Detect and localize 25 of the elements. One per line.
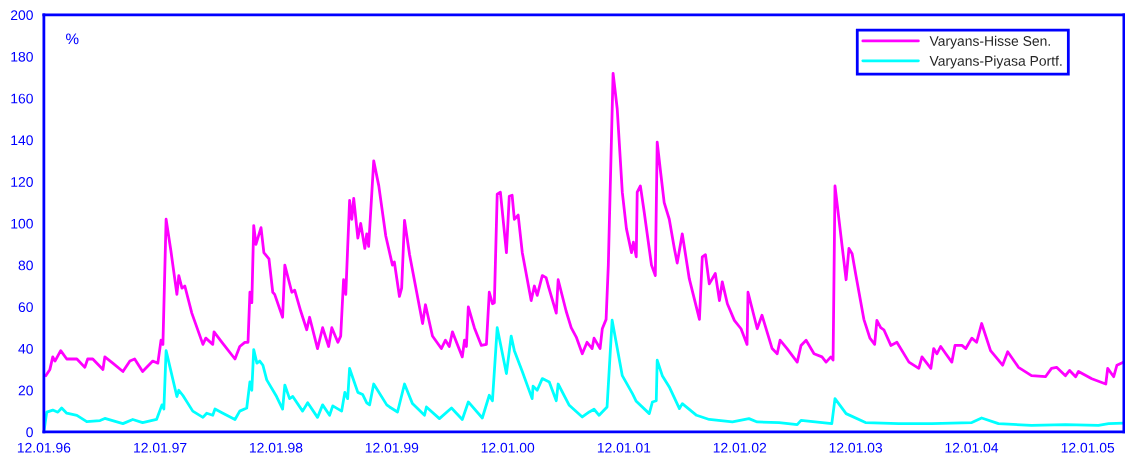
y-tick-label: 40	[18, 343, 33, 354]
y-tick-label: 200	[10, 10, 33, 21]
line-series	[44, 71, 1124, 386]
y-tick-label: 120	[11, 177, 33, 187]
y-tick-label: 0	[26, 427, 33, 438]
x-tick-label: 12.01.01	[597, 442, 651, 453]
y-tick-label: 180	[11, 51, 33, 62]
x-tick-label: 12.01.00	[481, 442, 535, 453]
y-axis-title: %	[66, 33, 79, 45]
y-tick-label: 80	[18, 260, 33, 271]
y-tick-label: 60	[18, 302, 33, 313]
x-tick-label: 12.01.04	[945, 442, 999, 453]
y-tick-label: 140	[11, 135, 33, 146]
x-tick-label: 12.01.03	[829, 442, 883, 453]
y-tick-label: 20	[18, 385, 33, 396]
legend-label: Varyans-Piyasa Portf.	[929, 55, 1062, 69]
x-tick-label: 12.01.96	[17, 442, 71, 453]
x-tick-label: 12.01.98	[249, 442, 303, 453]
x-tick-label: 12.01.99	[365, 442, 419, 453]
y-tick-label: 100	[11, 218, 33, 229]
y-tick-label: 160	[11, 93, 33, 104]
legend-label: Varyans-Hisse Sen.	[929, 35, 1050, 49]
x-tick-label: 12.01.97	[134, 442, 187, 453]
x-tick-label: 12.01.05	[1061, 442, 1115, 453]
x-tick-label: 12.01.02	[713, 442, 767, 453]
